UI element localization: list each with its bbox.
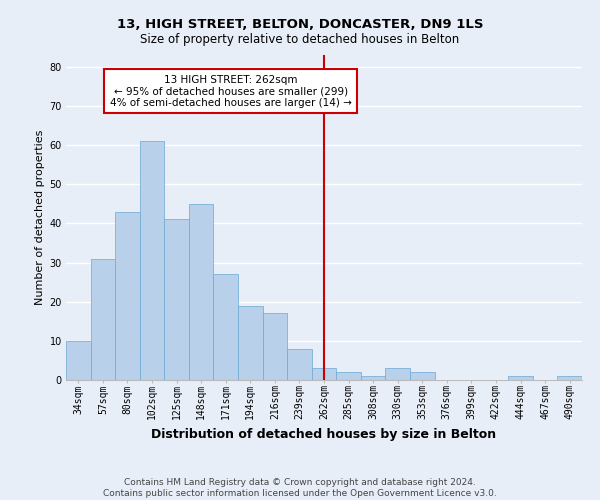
Bar	[214, 274, 238, 380]
Y-axis label: Number of detached properties: Number of detached properties	[35, 130, 45, 305]
Bar	[312, 368, 336, 380]
Text: Size of property relative to detached houses in Belton: Size of property relative to detached ho…	[140, 32, 460, 46]
Bar	[508, 376, 533, 380]
Text: 13 HIGH STREET: 262sqm
← 95% of detached houses are smaller (299)
4% of semi-det: 13 HIGH STREET: 262sqm ← 95% of detached…	[110, 74, 352, 108]
Bar	[287, 348, 312, 380]
Text: Contains HM Land Registry data © Crown copyright and database right 2024.
Contai: Contains HM Land Registry data © Crown c…	[103, 478, 497, 498]
Bar	[189, 204, 214, 380]
Bar	[385, 368, 410, 380]
Bar	[238, 306, 263, 380]
Bar	[557, 376, 582, 380]
Text: 13, HIGH STREET, BELTON, DONCASTER, DN9 1LS: 13, HIGH STREET, BELTON, DONCASTER, DN9 …	[117, 18, 483, 30]
Bar	[115, 212, 140, 380]
Bar	[91, 258, 115, 380]
Bar	[336, 372, 361, 380]
Bar	[263, 314, 287, 380]
Bar	[66, 341, 91, 380]
X-axis label: Distribution of detached houses by size in Belton: Distribution of detached houses by size …	[151, 428, 497, 441]
Bar	[164, 220, 189, 380]
Bar	[361, 376, 385, 380]
Bar	[410, 372, 434, 380]
Bar	[140, 141, 164, 380]
